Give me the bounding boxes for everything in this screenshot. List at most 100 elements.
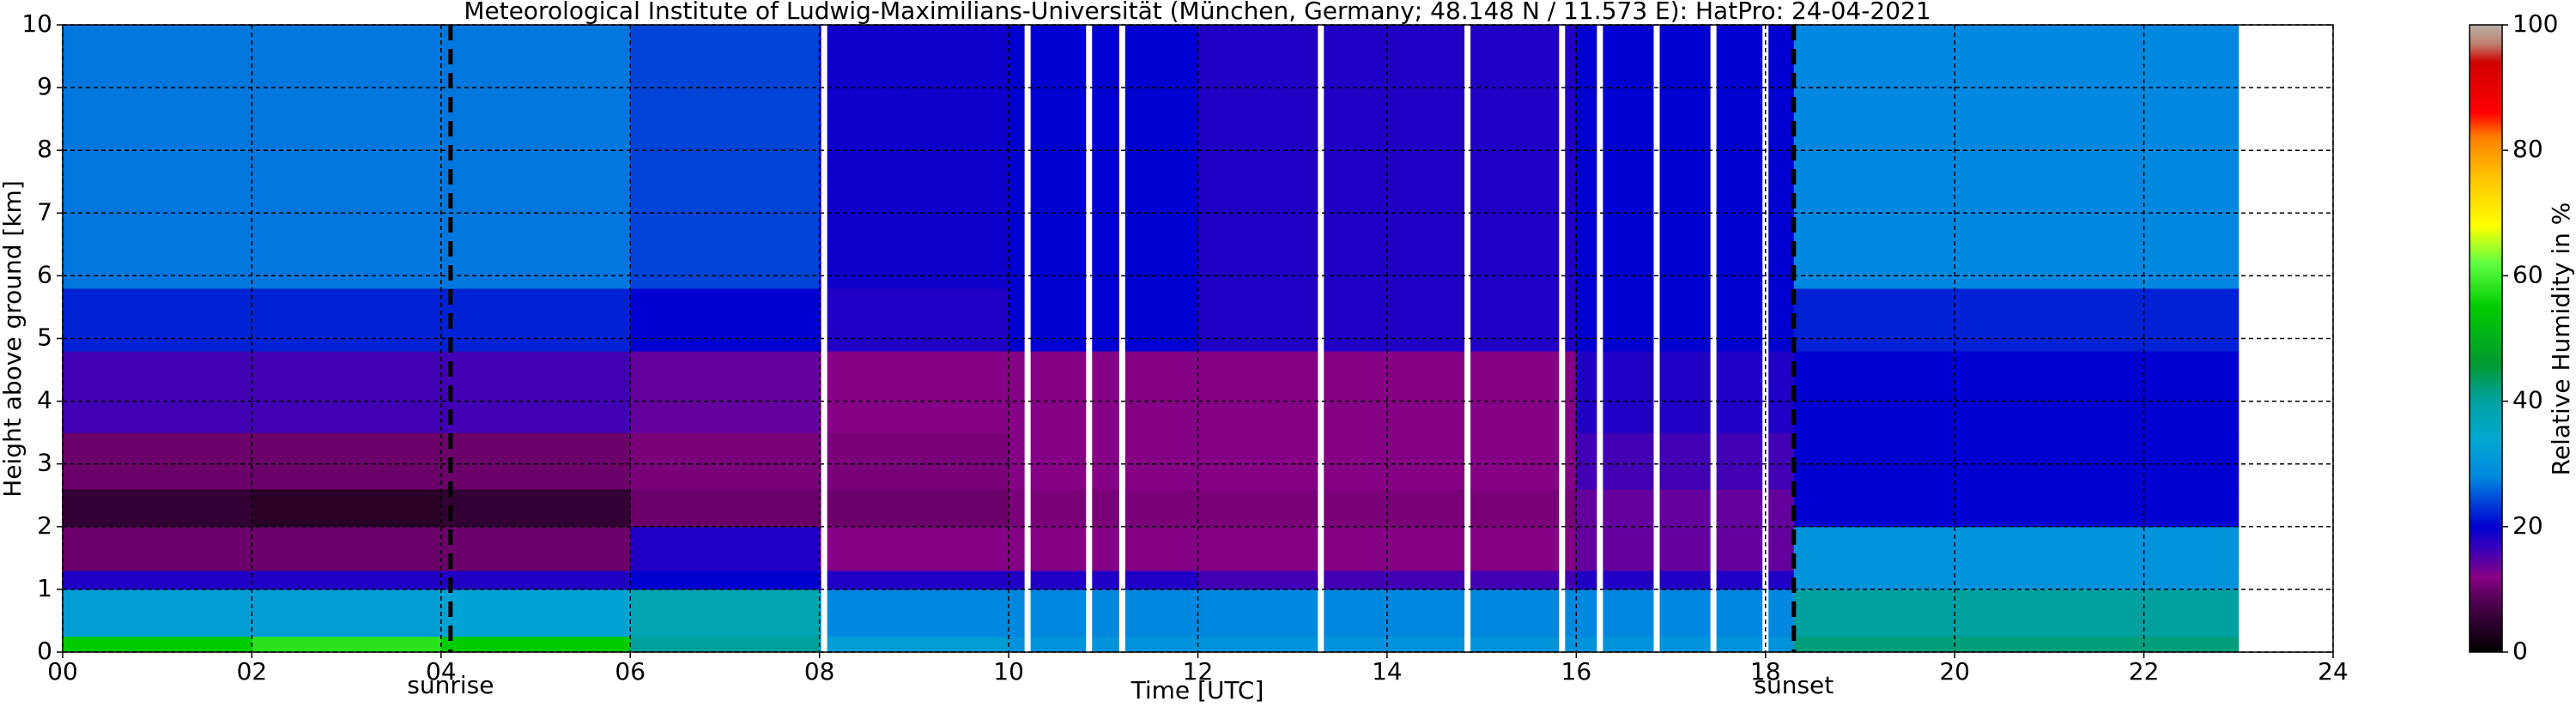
heatmap-cell: [1009, 636, 1198, 653]
heatmap-cell: [63, 570, 252, 590]
colorbar-tick-label: 0: [2512, 637, 2528, 665]
heatmap-cell: [1955, 589, 2240, 638]
heatmap-cell: [819, 288, 1009, 352]
heatmap-cell: [440, 526, 631, 571]
x-tick-label: 20: [1939, 657, 1970, 686]
heatmap-cell: [819, 636, 1009, 653]
heatmap-cell: [630, 351, 821, 433]
heatmap-cell: [1197, 25, 1388, 289]
heatmap-cell: [440, 589, 631, 638]
heatmap-cell: [1576, 288, 1795, 352]
colorbar-tick-label: 100: [2512, 9, 2558, 38]
heatmap-cell: [819, 488, 1009, 528]
heatmap-cell: [1793, 288, 1955, 352]
heatmap-cell: [1009, 351, 1198, 433]
heatmap-cell: [252, 589, 442, 638]
heatmap-cell: [1009, 25, 1198, 289]
heatmap-cell: [1576, 526, 1795, 571]
x-tick-label: 08: [804, 657, 835, 686]
heatmap-cell: [819, 25, 1009, 289]
heatmap-cell: [1386, 288, 1577, 352]
heatmap-cell: [1793, 351, 1955, 433]
heatmap-cell: [1197, 288, 1388, 352]
heatmap-cell: [1576, 25, 1795, 289]
x-tick-label: 12: [1183, 657, 1214, 686]
y-tick-label: 1: [37, 574, 52, 602]
heatmap-cell: [1576, 589, 1795, 638]
heatmap-cell: [1197, 488, 1388, 528]
heatmap-cell: [819, 432, 1009, 490]
heatmap-cell: [1197, 589, 1388, 638]
colorbar-tick-label: 80: [2512, 135, 2543, 163]
heatmap-cell: [819, 589, 1009, 638]
heatmap-cell: [1576, 488, 1795, 528]
heatmap-cell: [1386, 351, 1577, 433]
heatmap-cell: [252, 25, 442, 289]
heatmap-cell: [1197, 570, 1388, 590]
heatmap-cell: [630, 432, 821, 490]
heatmap-cell: [1197, 636, 1388, 653]
x-axis-label: Time [UTC]: [1130, 676, 1264, 704]
heatmap-cell: [252, 636, 442, 653]
heatmap-cell: [252, 288, 442, 352]
x-tick-label: 00: [47, 657, 78, 686]
x-tick-label: 24: [2318, 657, 2349, 686]
heatmap-cell: [440, 25, 631, 289]
y-tick-label: 10: [21, 9, 52, 38]
y-tick-label: 4: [37, 386, 52, 414]
colorbar-tick-label: 20: [2512, 511, 2543, 540]
heatmap-cell: [63, 432, 252, 490]
heatmap-cell: [1386, 526, 1577, 571]
heatmap-cell: [1576, 432, 1795, 490]
heatmap-cell: [252, 432, 442, 490]
heatmap-cell: [1386, 25, 1577, 289]
y-tick-label: 9: [37, 72, 52, 100]
heatmap-cell: [1955, 351, 2240, 433]
heatmap-cell: [63, 589, 252, 638]
heatmap-cell: [252, 526, 442, 571]
heatmap-cell: [630, 526, 821, 571]
heatmap-cell: [1793, 570, 1955, 590]
colorbar-label: Relative Humidity in %: [2547, 202, 2575, 476]
heatmap-cell: [1197, 432, 1388, 490]
heatmap-cell: [1793, 488, 1955, 528]
heatmap-cell: [1009, 432, 1198, 490]
x-tick-label: 10: [993, 657, 1024, 686]
heatmap-cell: [1793, 432, 1955, 490]
heatmap-cell: [252, 570, 442, 590]
y-tick-label: 5: [37, 323, 52, 352]
heatmap-cell: [1009, 288, 1198, 352]
colorbar-tick-label: 40: [2512, 386, 2543, 414]
heatmap-cell: [1955, 570, 2240, 590]
x-tick-label: 04: [426, 657, 457, 686]
heatmap-cell: [1793, 526, 1955, 571]
heatmap-cell: [1386, 432, 1577, 490]
heatmap-cell: [1576, 636, 1795, 653]
heatmap-cell: [630, 589, 821, 638]
heatmap-cell: [1386, 488, 1577, 528]
heatmap-cell: [1386, 570, 1577, 590]
heatmap-cell: [1009, 589, 1198, 638]
annotation-label: sunset: [1754, 671, 1834, 699]
heatmap-cell: [63, 351, 252, 433]
heatmap-cell: [1197, 351, 1388, 433]
heatmap-cell: [440, 570, 631, 590]
heatmap-cell: [440, 636, 631, 653]
heatmap-cell: [440, 488, 631, 528]
heatmap-cell: [1793, 589, 1955, 638]
heatmap-cell: [630, 488, 821, 528]
heatmap-cell: [63, 636, 252, 653]
y-axis-label: Height above ground [km]: [0, 180, 27, 498]
heatmap-cell: [1955, 488, 2240, 528]
heatmap-cell: [630, 636, 821, 653]
heatmap-cell: [1955, 526, 2240, 571]
heatmap-cell: [630, 570, 821, 590]
heatmap-cell: [440, 432, 631, 490]
heatmap-cell: [1009, 488, 1198, 528]
heatmap-cell: [1197, 526, 1388, 571]
heatmap-cell: [819, 526, 1009, 571]
y-tick-label: 3: [37, 449, 52, 477]
heatmap-cell: [630, 25, 821, 289]
heatmap-cell: [1955, 288, 2240, 352]
